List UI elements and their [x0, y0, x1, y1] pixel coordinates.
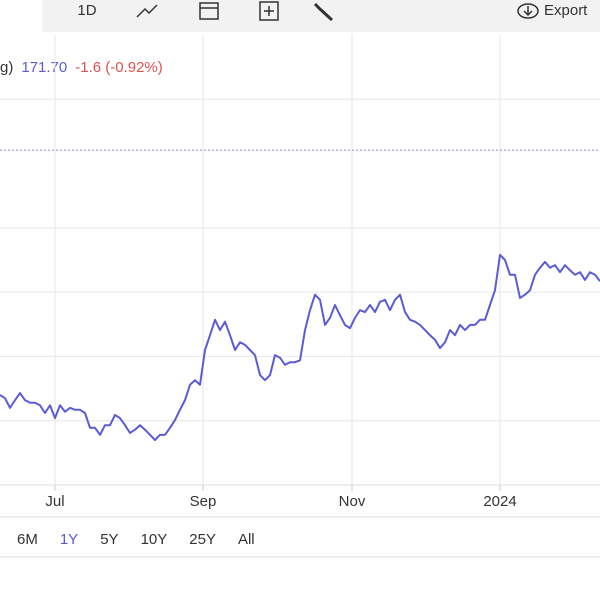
legend-label: g) [0, 59, 13, 76]
range-button[interactable]: All [238, 531, 255, 548]
line-icon[interactable] [136, 4, 158, 18]
toolbar-field [0, 0, 42, 32]
interval-button[interactable]: 1D [77, 2, 96, 19]
x-tick-label: Sep [190, 493, 217, 510]
x-tick-label: 2024 [483, 493, 516, 510]
range-button[interactable]: 5Y [100, 531, 118, 548]
price-line [0, 253, 600, 441]
add-icon[interactable] [259, 1, 279, 21]
legend-change: -1.6 (-0.92%) [75, 59, 163, 76]
range-button[interactable]: 6M [17, 531, 38, 548]
toolbar [0, 0, 600, 32]
export-button[interactable]: Export [544, 2, 588, 19]
range-button[interactable]: 1Y [60, 531, 78, 548]
calendar-icon[interactable] [199, 2, 219, 20]
plot [0, 35, 600, 491]
legend: g) 171.70 -1.6 (-0.92%) [0, 59, 163, 76]
settings-icon[interactable] [313, 2, 334, 22]
x-tick-label: Nov [339, 493, 366, 510]
x-tick-label: Jul [45, 493, 64, 510]
range-button[interactable]: 25Y [189, 531, 216, 548]
legend-last: 171.70 [21, 59, 67, 76]
export-icon[interactable] [517, 3, 539, 19]
range-button[interactable]: 10Y [141, 531, 168, 548]
